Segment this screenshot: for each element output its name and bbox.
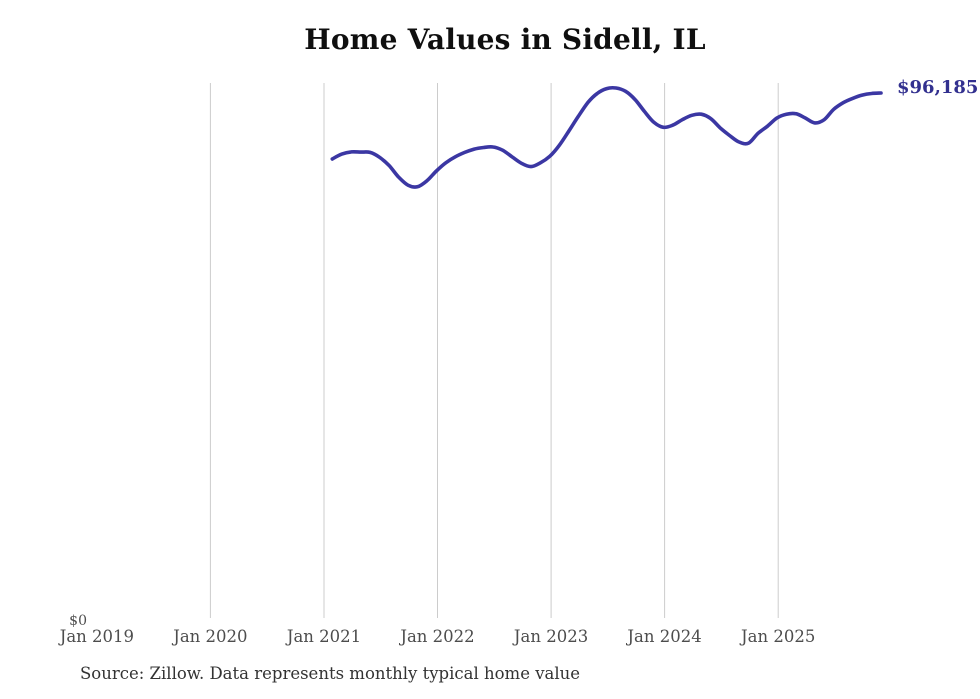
x-tick-label-jan-2021: Jan 2021 — [286, 627, 362, 646]
x-tick-label-jan-2023: Jan 2023 — [513, 627, 589, 646]
x-tick-label-jan-2019: Jan 2019 — [59, 627, 135, 646]
x-tick-label-jan-2022: Jan 2022 — [400, 627, 475, 646]
x-tick-label-jan-2025: Jan 2025 — [741, 627, 816, 646]
source-note: Source: Zillow. Data represents monthly … — [80, 664, 581, 683]
gridlines-group — [209, 83, 779, 618]
latest-value-label: $96,185 — [897, 77, 979, 98]
x-tick-label-jan-2020: Jan 2020 — [173, 627, 248, 646]
y-axis-zero-label: $0 — [69, 613, 87, 629]
home-value-line — [330, 85, 883, 189]
chart-title: Home Values in Sidell, IL — [304, 23, 706, 56]
x-tick-label-jan-2024: Jan 2024 — [627, 627, 702, 646]
